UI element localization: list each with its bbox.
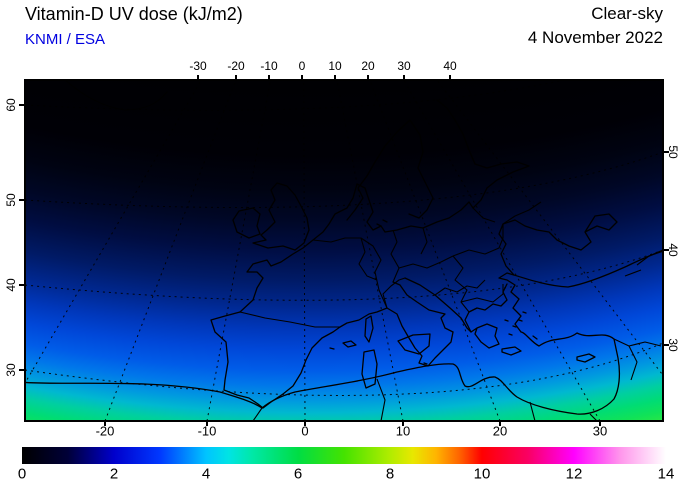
header-right: Clear-sky 4 November 2022: [528, 4, 663, 48]
tick-label-top: 30: [397, 59, 411, 73]
axis-ticks: [19, 75, 669, 426]
tick-label-bottom: -10: [197, 423, 217, 439]
colorbar: [22, 447, 666, 464]
tick-label-bottom: 0: [301, 423, 309, 439]
tick-label-top: -20: [227, 59, 245, 73]
tick-label-left: 30: [4, 363, 18, 377]
map-plot: [19, 75, 669, 426]
tick-label-bottom: 20: [492, 423, 508, 439]
tick-label-left: 60: [4, 98, 18, 112]
graticule: [25, 80, 663, 421]
tick-label-top: 20: [361, 59, 375, 73]
tick-label-top: 40: [443, 59, 457, 73]
colorbar-label: 0: [17, 465, 27, 483]
page-title: Vitamin-D UV dose (kJ/m2): [25, 4, 243, 24]
colorbar-label: 12: [565, 465, 583, 483]
date-label: 4 November 2022: [527, 28, 663, 47]
coastlines: [25, 80, 663, 415]
tick-label-bottom: -20: [95, 423, 115, 439]
colorbar-label: 8: [385, 465, 395, 483]
colorbar-label: 10: [473, 465, 491, 483]
colorbar-label: 14: [657, 465, 675, 483]
tick-label-top: 10: [328, 59, 342, 73]
country-borders: [239, 201, 663, 421]
tick-label-left: 40: [4, 278, 18, 292]
tick-label-top: 0: [298, 59, 306, 73]
tick-label-bottom: 30: [592, 423, 608, 439]
tick-label-top: -30: [189, 59, 207, 73]
condition-label: Clear-sky: [591, 4, 663, 23]
tick-label-bottom: 10: [395, 423, 411, 439]
colorbar-label: 4: [201, 465, 211, 483]
uv-field: [25, 80, 663, 421]
tick-label-top: -10: [260, 59, 278, 73]
header-left: Vitamin-D UV dose (kJ/m2) KNMI / ESA: [25, 4, 243, 48]
colorbar-label: 2: [109, 465, 119, 483]
colorbar-label: 6: [293, 465, 303, 483]
tick-label-left: 50: [4, 193, 18, 207]
source-label: KNMI / ESA: [25, 31, 106, 48]
